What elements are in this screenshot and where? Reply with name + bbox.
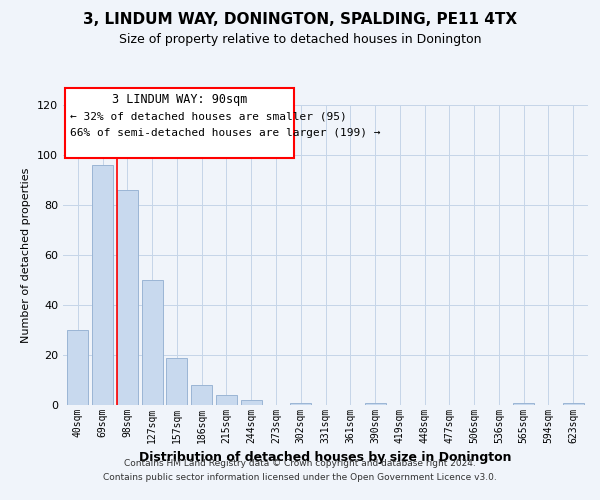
Text: Size of property relative to detached houses in Donington: Size of property relative to detached ho… [119, 32, 481, 46]
Bar [563, 402, 584, 405]
Bar [513, 402, 534, 405]
Bar [166, 358, 187, 405]
X-axis label: Distribution of detached houses by size in Donington: Distribution of detached houses by size … [139, 452, 512, 464]
Bar [241, 400, 262, 405]
Bar [117, 190, 138, 405]
Text: Contains public sector information licensed under the Open Government Licence v3: Contains public sector information licen… [103, 474, 497, 482]
Bar [365, 402, 386, 405]
Bar [92, 165, 113, 405]
Text: 3, LINDUM WAY, DONINGTON, SPALDING, PE11 4TX: 3, LINDUM WAY, DONINGTON, SPALDING, PE11… [83, 12, 517, 28]
Text: ← 32% of detached houses are smaller (95): ← 32% of detached houses are smaller (95… [70, 112, 346, 122]
Bar [216, 395, 237, 405]
Bar [290, 402, 311, 405]
Text: 3 LINDUM WAY: 90sqm: 3 LINDUM WAY: 90sqm [112, 94, 247, 106]
Bar [191, 385, 212, 405]
Y-axis label: Number of detached properties: Number of detached properties [22, 168, 31, 342]
Bar [67, 330, 88, 405]
Bar [142, 280, 163, 405]
Text: 66% of semi-detached houses are larger (199) →: 66% of semi-detached houses are larger (… [70, 128, 380, 138]
Text: Contains HM Land Registry data © Crown copyright and database right 2024.: Contains HM Land Registry data © Crown c… [124, 458, 476, 468]
